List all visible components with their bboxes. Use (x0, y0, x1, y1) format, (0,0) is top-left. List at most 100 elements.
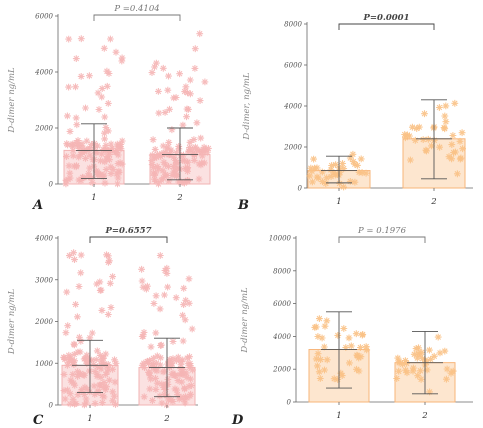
data-point-marker (83, 351, 91, 359)
p-value-label: P=0.0001 (362, 13, 409, 23)
y-axis-label: D-dimer ng/mL (240, 287, 250, 354)
data-point-marker (152, 292, 160, 300)
chart-panel-c: 0 1000 2000 3000 4000 D-dimer ng/mL 1 2 P=0.6557… (7, 226, 198, 428)
data-point-marker (165, 357, 173, 365)
data-point-marker (322, 180, 330, 187)
data-point-marker (349, 150, 357, 158)
y-tick-label: 4000 (283, 103, 302, 111)
data-point-marker (163, 145, 171, 153)
significance-bracket (338, 236, 426, 243)
data-point-marker (428, 142, 435, 150)
data-point-marker (183, 354, 191, 362)
data-point-marker (165, 139, 173, 146)
data-point-marker (442, 102, 450, 110)
data-point-marker (92, 356, 100, 363)
data-point-marker (160, 158, 168, 166)
x-tick-label: 2 (421, 411, 427, 421)
data-point-marker (157, 153, 164, 160)
data-point-marker (139, 283, 147, 291)
data-point-marker (156, 392, 164, 400)
data-point-marker (107, 170, 115, 177)
data-point-marker (140, 359, 148, 367)
data-point-marker (75, 153, 83, 161)
data-point-marker (184, 89, 191, 97)
data-point-marker (164, 376, 172, 383)
data-point-marker (393, 375, 401, 382)
data-point-marker (86, 144, 94, 152)
data-point-marker (395, 359, 403, 367)
data-point-marker (93, 347, 101, 355)
data-point-marker (138, 265, 145, 273)
data-point-marker (107, 304, 115, 311)
data-point-marker (185, 147, 193, 155)
data-point-marker (402, 134, 409, 142)
data-point-marker (159, 368, 167, 376)
data-point-marker (155, 180, 162, 188)
data-point-marker (158, 399, 166, 407)
data-point-marker (172, 149, 180, 157)
data-point-marker (98, 307, 106, 314)
data-point-marker (69, 371, 77, 378)
data-point-marker (89, 156, 97, 164)
data-point-marker (75, 371, 83, 378)
data-point-marker (69, 142, 76, 150)
data-point-marker (394, 354, 402, 362)
data-point-marker (195, 160, 203, 168)
data-point-marker (359, 331, 367, 338)
data-point-marker (83, 137, 91, 145)
data-point-marker (327, 166, 335, 174)
data-point-marker (140, 329, 148, 336)
data-point-marker (111, 378, 119, 386)
y-tick-label: 6000 (35, 13, 53, 21)
p-value-label: P=0.6557 (104, 226, 151, 236)
x-tick-label: 1 (336, 197, 341, 207)
y-tick-label: 4000 (272, 333, 291, 341)
data-point-marker (91, 390, 99, 398)
data-point-marker (183, 394, 191, 402)
data-point-marker (317, 356, 324, 363)
data-point-marker (102, 124, 110, 131)
data-point-marker (81, 401, 88, 409)
data-point-marker (101, 135, 108, 143)
data-point-marker (191, 65, 199, 72)
data-point-marker (66, 128, 74, 135)
data-point-marker (102, 142, 110, 149)
data-point-marker (98, 150, 106, 158)
data-point-marker (321, 322, 329, 330)
data-point-marker (64, 176, 72, 183)
data-point-marker (74, 313, 81, 321)
data-point-marker (161, 267, 169, 274)
data-point-marker (101, 179, 109, 187)
data-point-marker (100, 44, 108, 52)
chart-panel-b: 0 2000 4000 6000 8000 D-dimer, ng/mL 1 2 P=0.000… (237, 13, 473, 213)
data-point-marker (181, 316, 189, 324)
data-point-marker (451, 99, 459, 107)
data-point-marker (402, 366, 409, 374)
data-point-marker (75, 283, 83, 290)
data-point-marker (86, 164, 94, 172)
data-point-marker (96, 278, 104, 286)
data-point-marker (105, 376, 113, 384)
data-point-marker (160, 384, 167, 391)
data-point-marker (76, 333, 83, 341)
chart-panel-a: 0 2000 4000 6000 D-dimer ng/mL 1 2 P =0.4104 A (7, 4, 212, 213)
data-point-marker (190, 157, 198, 164)
data-point-marker (423, 147, 430, 155)
data-point-marker (96, 381, 103, 389)
data-point-marker (180, 301, 187, 308)
data-point-marker (161, 391, 168, 398)
data-point-marker (184, 178, 192, 185)
data-point-marker (99, 399, 106, 406)
data-point-marker (159, 142, 167, 150)
data-point-marker (112, 48, 120, 56)
data-point-marker (148, 151, 156, 159)
data-point-marker (153, 59, 160, 67)
data-point-marker (418, 348, 426, 356)
data-point-marker (411, 136, 419, 144)
data-point-marker (194, 147, 202, 155)
data-point-marker (167, 148, 175, 156)
data-point-marker (401, 131, 409, 138)
data-point-marker (141, 364, 148, 371)
x-tick-label: 1 (87, 414, 92, 424)
y-axis-label: D-dimer ng/mL (7, 67, 17, 134)
